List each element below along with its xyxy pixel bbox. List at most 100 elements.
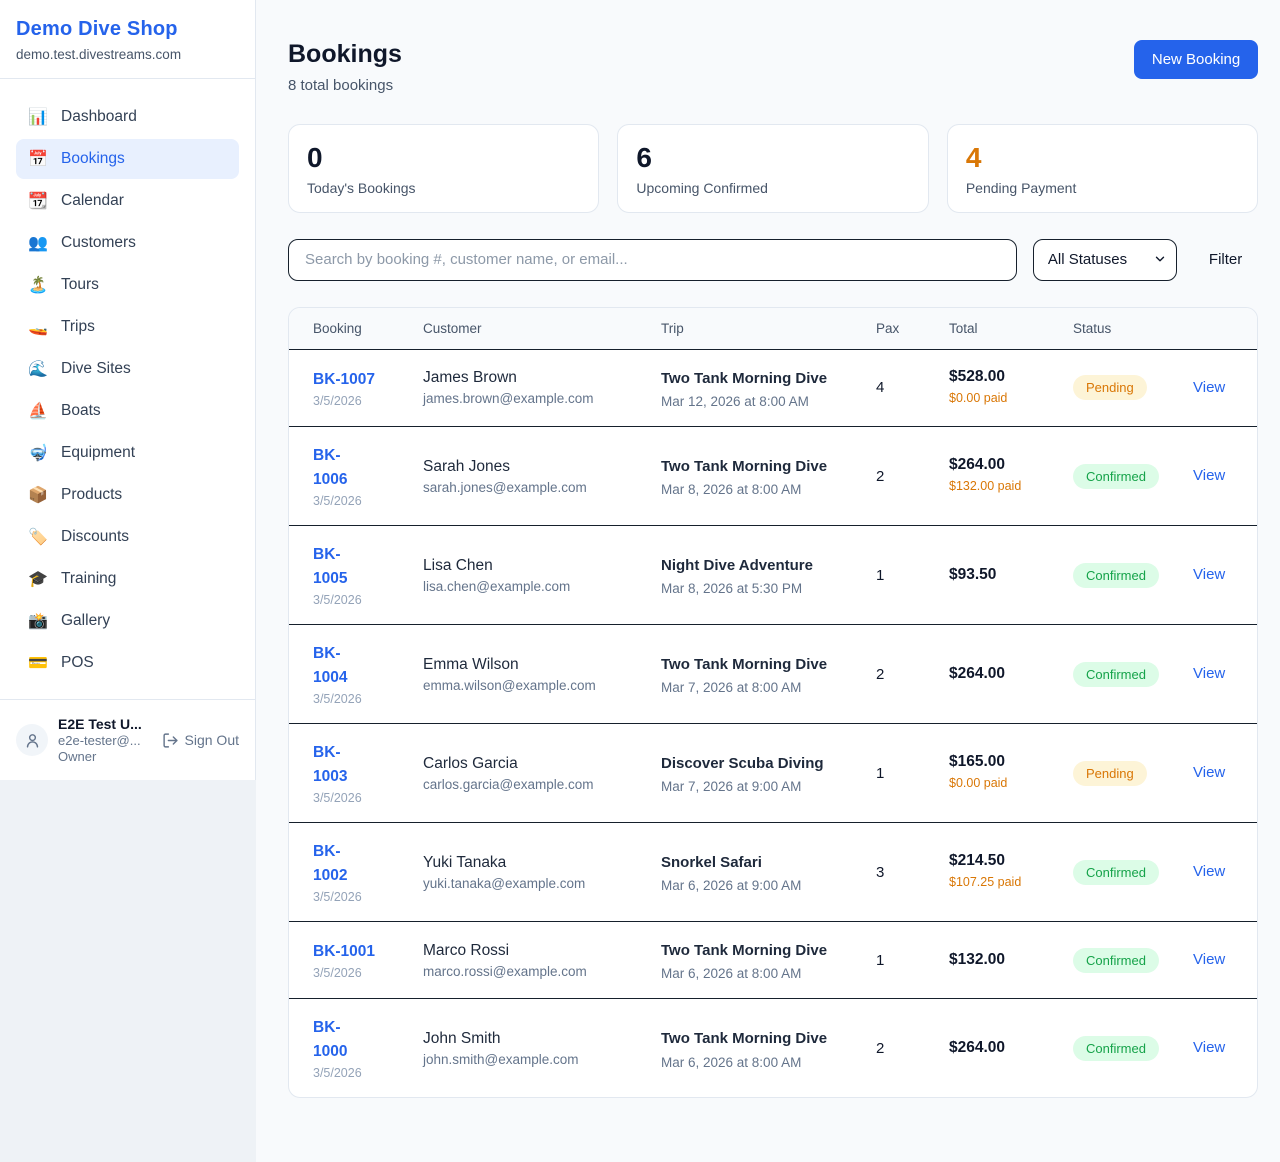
trip-cell: Two Tank Morning Dive Mar 7, 2026 at 8:0… <box>661 636 876 712</box>
view-link[interactable]: View <box>1193 467 1226 485</box>
paid-amount: $0.00 paid <box>949 391 1008 406</box>
shop-header: Demo Dive Shop demo.test.divestreams.com <box>0 0 255 79</box>
search-input[interactable] <box>288 238 1017 281</box>
customer-cell: Yuki Tanaka yuki.tanaka@example.com <box>423 837 661 908</box>
sidebar: Demo Dive Shop demo.test.divestreams.com… <box>0 0 256 780</box>
user-email: e2e-tester@... <box>58 733 141 748</box>
pax-count: 4 <box>876 379 885 397</box>
status-badge: Pending <box>1073 760 1147 786</box>
trip-datetime: Mar 8, 2026 at 5:30 PM <box>661 581 803 597</box>
column-header-customer: Customer <box>423 320 482 336</box>
sidebar-item-label: Dive Sites <box>61 360 131 377</box>
booking-id-link[interactable]: BK-1001 <box>313 943 376 961</box>
booking-id-link[interactable]: BK- 1006 <box>313 447 348 489</box>
stat-card: 6 Upcoming Confirmed <box>617 124 929 213</box>
trip-datetime: Mar 6, 2026 at 9:00 AM <box>661 878 802 894</box>
status-badge: Confirmed <box>1073 1035 1159 1061</box>
sidebar-item-training[interactable]: 🎓 Training <box>16 559 239 599</box>
customer-name: Sarah Jones <box>423 457 511 475</box>
customer-cell: John Smith john.smith@example.com <box>423 1013 661 1084</box>
gallery-icon: 📸 <box>28 613 48 630</box>
sidebar-item-label: Bookings <box>61 150 125 167</box>
customer-name: John Smith <box>423 1029 501 1047</box>
sidebar-item-bookings[interactable]: 📅 Bookings <box>16 139 239 179</box>
trip-cell: Night Dive Adventure Mar 8, 2026 at 5:30… <box>661 537 876 613</box>
sidebar-item-gallery[interactable]: 📸 Gallery <box>16 601 239 641</box>
booking-id-link[interactable]: BK- 1000 <box>313 1019 348 1061</box>
customer-name: Yuki Tanaka <box>423 853 507 871</box>
customer-cell: James Brown james.brown@example.com <box>423 352 661 423</box>
status-select[interactable]: All Statuses <box>1032 238 1177 281</box>
customers-icon: 👥 <box>28 235 48 252</box>
actions-cell: View <box>1193 747 1233 799</box>
customer-cell: Marco Rossi marco.rossi@example.com <box>423 925 661 996</box>
sidebar-item-dive-sites[interactable]: 🌊 Dive Sites <box>16 349 239 389</box>
table-row: BK-1001 3/5/2026 Marco Rossi marco.rossi… <box>289 922 1258 1000</box>
customer-cell: Emma Wilson emma.wilson@example.com <box>423 639 661 710</box>
trip-name: Two Tank Morning Dive <box>661 457 828 475</box>
status-cell: Confirmed <box>1073 447 1193 506</box>
customer-email: yuki.tanaka@example.com <box>423 875 586 891</box>
trip-name: Two Tank Morning Dive <box>661 369 828 387</box>
dashboard-icon: 📊 <box>28 109 48 126</box>
sidebar-item-boats[interactable]: ⛵ Boats <box>16 391 239 431</box>
main-content: Bookings 8 total bookings New Booking 0 T… <box>256 0 1280 1162</box>
total-amount: $214.50 <box>949 852 1006 870</box>
customer-email: marco.rossi@example.com <box>423 963 587 979</box>
sidebar-item-products[interactable]: 📦 Products <box>16 475 239 515</box>
total-cell: $264.00 $132.00 paid <box>949 439 1073 513</box>
user-name: E2E Test U... <box>58 716 142 732</box>
view-link[interactable]: View <box>1193 378 1226 396</box>
products-icon: 📦 <box>28 487 48 504</box>
sidebar-item-equipment[interactable]: 🤿 Equipment <box>16 433 239 473</box>
view-link[interactable]: View <box>1193 665 1226 683</box>
sign-out-button[interactable]: Sign Out <box>162 732 239 749</box>
actions-cell: View <box>1193 450 1233 502</box>
view-link[interactable]: View <box>1193 764 1226 782</box>
table-row: BK-1007 3/5/2026 James Brown james.brown… <box>289 350 1258 428</box>
stat-label: Upcoming Confirmed <box>636 179 768 196</box>
view-link[interactable]: View <box>1193 951 1226 969</box>
page-title: Bookings <box>288 40 402 68</box>
booking-id-link[interactable]: BK- 1002 <box>313 843 348 885</box>
person-icon <box>26 733 38 748</box>
sidebar-item-label: Boats <box>61 402 101 419</box>
total-cell: $528.00 $0.00 paid <box>949 351 1073 425</box>
booking-id-link[interactable]: BK- 1005 <box>313 546 348 588</box>
status-badge: Pending <box>1073 375 1147 401</box>
customer-cell: Sarah Jones sarah.jones@example.com <box>423 441 661 512</box>
user-info: E2E Test U... e2e-tester@... Owner <box>58 716 152 764</box>
sidebar-item-customers[interactable]: 👥 Customers <box>16 223 239 263</box>
sidebar-item-discounts[interactable]: 🏷️ Discounts <box>16 517 239 557</box>
sidebar-item-dashboard[interactable]: 📊 Dashboard <box>16 97 239 137</box>
paid-amount: $132.00 paid <box>949 479 1022 494</box>
pax-count: 1 <box>876 764 885 782</box>
stat-label: Pending Payment <box>965 179 1077 196</box>
pos-icon: 💳 <box>28 655 48 672</box>
stat-value: 4 <box>965 142 982 173</box>
booking-id-link[interactable]: BK- 1004 <box>313 645 348 687</box>
trip-datetime: Mar 7, 2026 at 8:00 AM <box>661 680 802 696</box>
filter-button[interactable]: Filter <box>1193 251 1258 268</box>
view-link[interactable]: View <box>1193 863 1226 881</box>
calendar-icon: 📆 <box>28 193 48 210</box>
trip-name: Two Tank Morning Dive <box>661 942 828 960</box>
actions-cell: View <box>1193 934 1233 986</box>
view-link[interactable]: View <box>1193 566 1226 584</box>
total-cell: $93.50 <box>949 549 1073 601</box>
sidebar-item-trips[interactable]: 🚤 Trips <box>16 307 239 347</box>
customer-email: lisa.chen@example.com <box>423 578 571 594</box>
new-booking-button[interactable]: New Booking <box>1133 40 1259 79</box>
booking-id-link[interactable]: BK- 1003 <box>313 744 348 786</box>
status-cell: Confirmed <box>1073 645 1193 704</box>
sidebar-item-label: Equipment <box>61 444 136 461</box>
sidebar-item-pos[interactable]: 💳 POS <box>16 643 239 683</box>
sidebar-item-label: Tours <box>61 276 99 293</box>
sidebar-item-tours[interactable]: 🏝️ Tours <box>16 265 239 305</box>
column-header-status: Status <box>1073 320 1112 336</box>
view-link[interactable]: View <box>1193 1039 1226 1057</box>
sidebar-item-calendar[interactable]: 📆 Calendar <box>16 181 239 221</box>
status-cell: Pending <box>1073 744 1193 803</box>
status-badge: Confirmed <box>1073 947 1159 973</box>
booking-id-link[interactable]: BK-1007 <box>313 370 376 388</box>
